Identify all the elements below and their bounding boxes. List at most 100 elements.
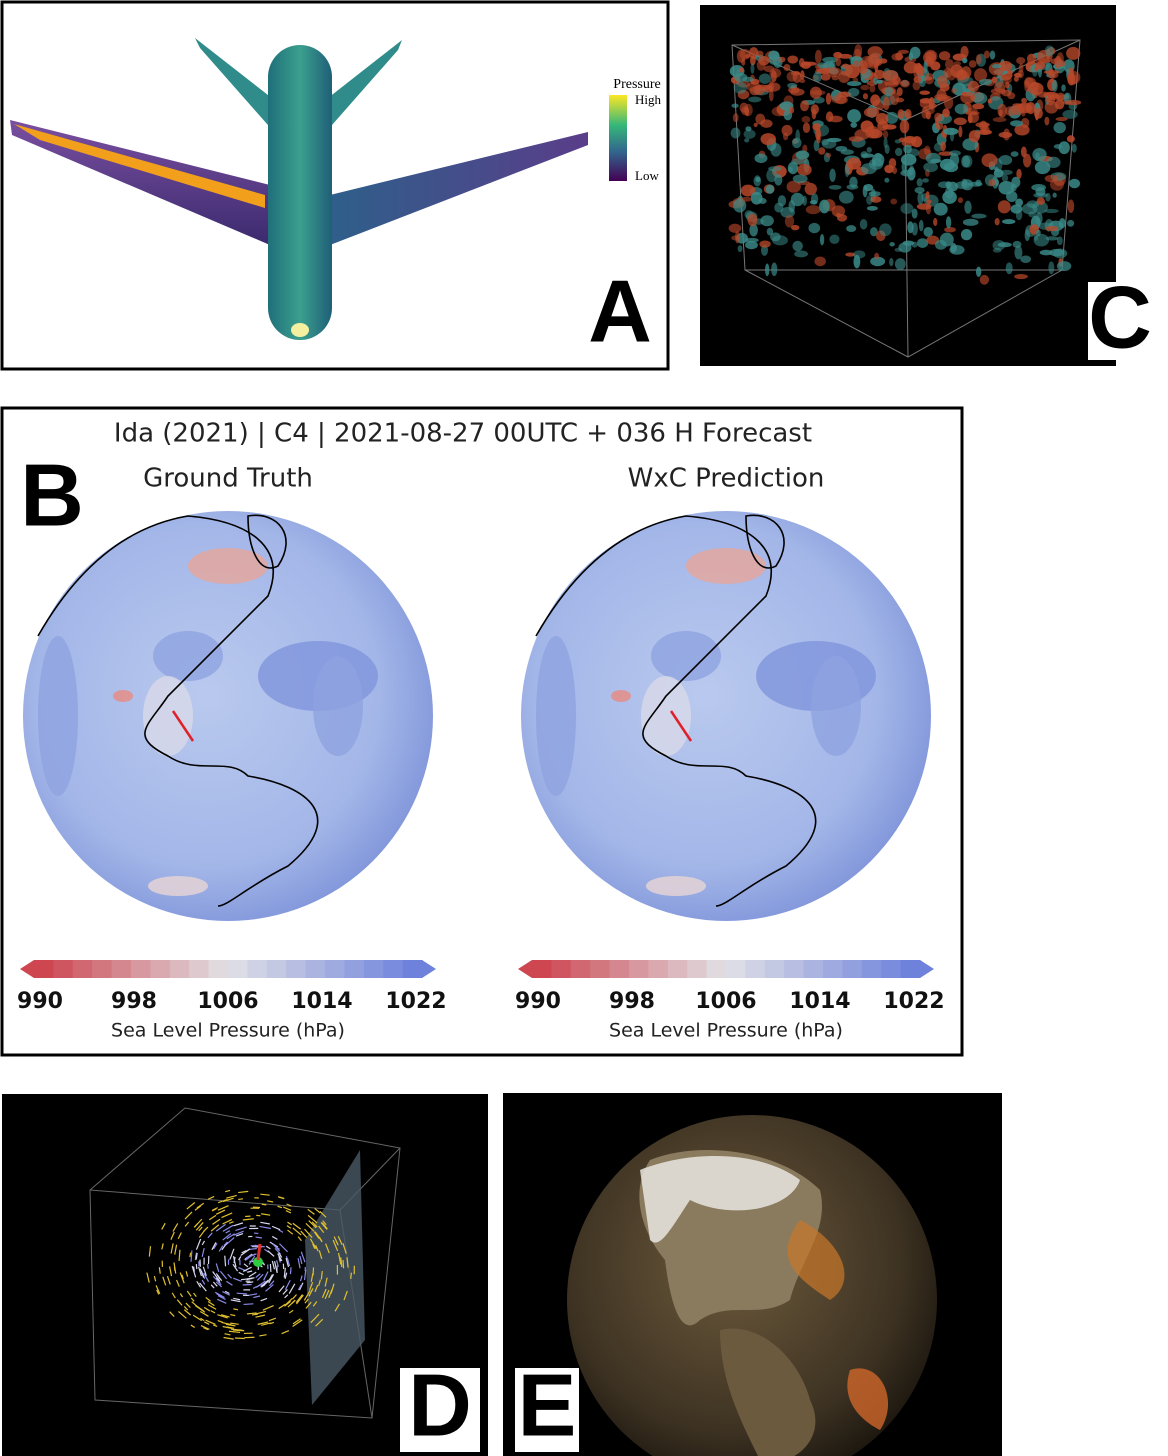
plume [755, 176, 761, 183]
vector [174, 1244, 178, 1255]
vector [236, 1292, 248, 1295]
vector [261, 1213, 271, 1216]
vector [278, 1252, 283, 1258]
plume [1025, 61, 1032, 72]
colorbar-segment [784, 960, 805, 978]
plume [924, 73, 935, 85]
vector [192, 1314, 203, 1322]
plume [798, 58, 805, 68]
plume [873, 69, 885, 80]
vector [198, 1266, 202, 1277]
vector [156, 1289, 160, 1295]
plume [870, 256, 886, 267]
colorbar-segment [53, 960, 74, 978]
center-marker [253, 1257, 263, 1267]
plume [754, 153, 768, 164]
plume [829, 115, 843, 123]
vector [286, 1258, 290, 1264]
map-panel: Ground Truth 990 998 1006 1014 1022 Sea Level … [17, 464, 447, 1042]
vector [185, 1271, 189, 1277]
plume [960, 229, 973, 241]
plume [733, 81, 747, 94]
plume [1016, 168, 1022, 180]
vector [297, 1236, 302, 1242]
plume [1026, 200, 1040, 209]
plume [1021, 109, 1026, 117]
vector [240, 1248, 251, 1256]
vector [215, 1263, 220, 1272]
vector [255, 1236, 263, 1239]
globe-features [639, 1150, 889, 1456]
plume [800, 100, 809, 112]
vector [286, 1203, 292, 1207]
vector [178, 1310, 187, 1319]
plume [926, 50, 938, 63]
plume [790, 224, 800, 231]
plume [814, 49, 822, 64]
plume [777, 195, 787, 207]
vector [334, 1303, 341, 1312]
plume [848, 87, 860, 97]
plume [889, 91, 900, 106]
vector [170, 1243, 174, 1254]
vector [224, 1255, 227, 1267]
plume [874, 252, 880, 260]
vector [208, 1214, 217, 1221]
vector [185, 1302, 191, 1309]
plume [740, 184, 756, 197]
vector [179, 1272, 185, 1284]
plume [870, 94, 881, 106]
plume [733, 198, 747, 213]
vector [225, 1237, 235, 1246]
colorbar-segment [551, 960, 572, 978]
plume [792, 174, 808, 184]
plume [859, 218, 868, 230]
vector [217, 1200, 223, 1204]
legend-colorbar [609, 95, 627, 181]
plume [907, 167, 916, 181]
vector [183, 1306, 189, 1311]
vector [233, 1230, 244, 1236]
plume [944, 227, 956, 233]
plume [814, 256, 826, 267]
vector [246, 1312, 257, 1315]
vector [243, 1303, 254, 1306]
vector [277, 1196, 285, 1200]
vector [242, 1218, 254, 1221]
colorbar-segment [803, 960, 824, 978]
vector [201, 1240, 206, 1246]
vector [295, 1294, 304, 1305]
pressure-field [143, 676, 193, 756]
vector [218, 1245, 224, 1252]
vector [343, 1290, 348, 1301]
plume [916, 178, 923, 187]
plume [868, 129, 883, 139]
plume [818, 147, 826, 155]
plume [992, 240, 1006, 251]
plume [978, 78, 993, 86]
vector [285, 1297, 293, 1306]
vector [242, 1283, 252, 1286]
vector [268, 1274, 273, 1281]
plume [866, 195, 873, 205]
vector [200, 1324, 210, 1330]
plume [925, 191, 930, 200]
plume [1044, 174, 1059, 183]
plume [750, 191, 763, 205]
plume [825, 92, 832, 105]
plume [1005, 81, 1010, 89]
plume [737, 245, 743, 253]
plume [728, 223, 742, 233]
plume [739, 67, 744, 73]
plume [815, 127, 822, 141]
vector [313, 1231, 320, 1239]
pressure-field [153, 631, 223, 681]
plume [850, 122, 858, 128]
plume [786, 71, 798, 82]
plume [992, 117, 1007, 123]
vector [324, 1289, 330, 1300]
vector [259, 1334, 267, 1337]
plume [755, 113, 766, 125]
plume [911, 136, 923, 148]
vector [271, 1243, 280, 1250]
